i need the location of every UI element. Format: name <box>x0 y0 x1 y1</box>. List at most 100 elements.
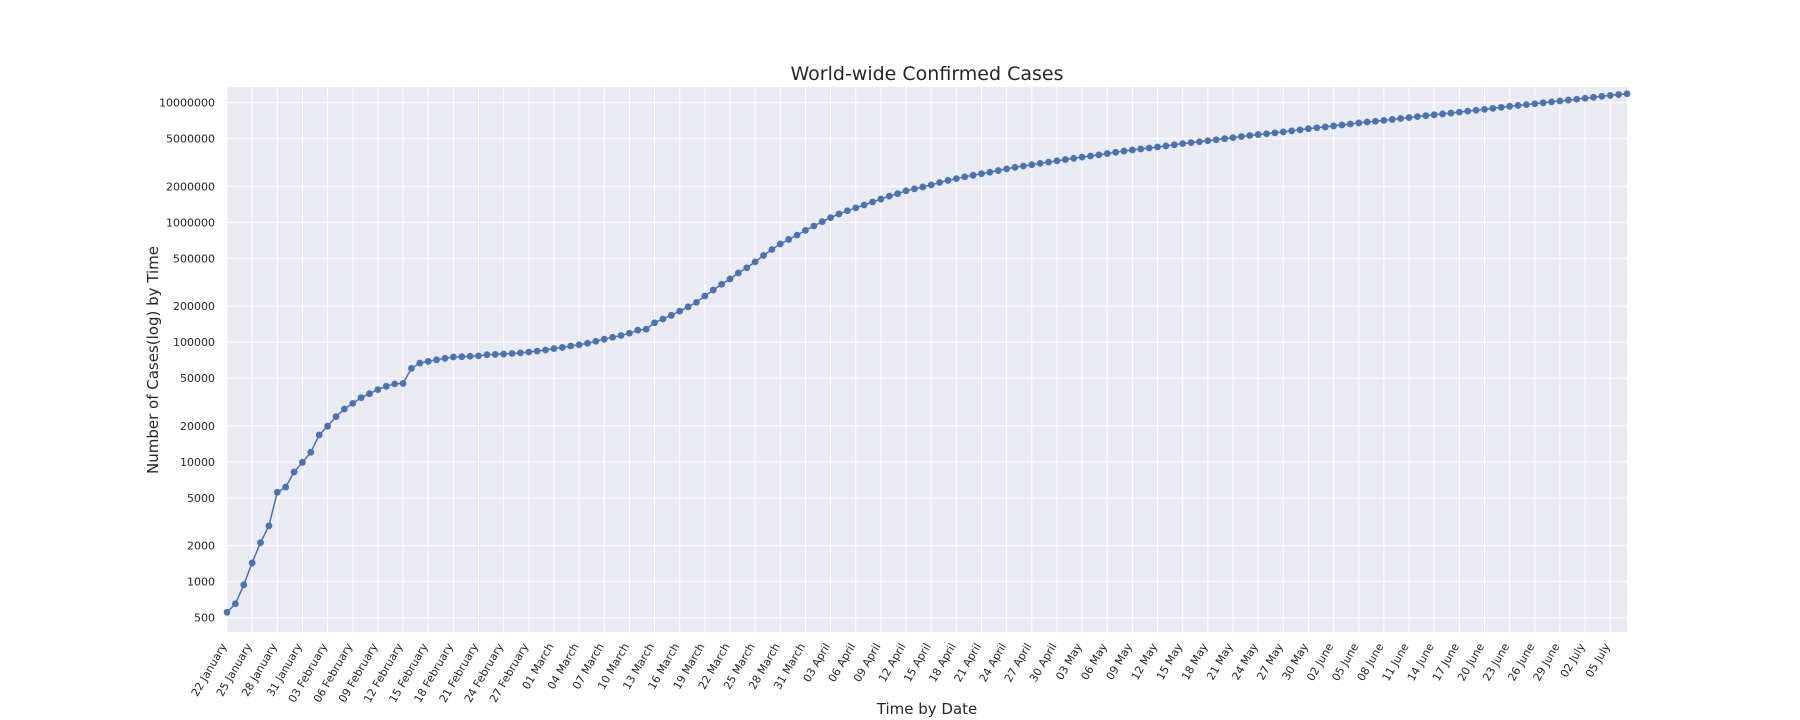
y-gridlines <box>227 102 1627 619</box>
series-point <box>600 335 608 343</box>
series-point <box>827 214 834 222</box>
series-point <box>1346 120 1354 128</box>
series-point <box>382 382 390 390</box>
series-point <box>1472 106 1480 114</box>
series-point <box>584 339 591 347</box>
y-tick-label: 200000 <box>173 300 215 313</box>
series-point <box>986 168 994 176</box>
series-point <box>299 458 306 466</box>
series-point <box>902 187 910 195</box>
y-tick-label: 10000000 <box>159 97 215 110</box>
series-point <box>433 356 440 364</box>
series-point <box>500 350 508 358</box>
series-point <box>1170 141 1178 149</box>
series-point <box>458 353 466 361</box>
series-point <box>1120 147 1128 155</box>
series-point <box>290 468 298 476</box>
series-point <box>1313 124 1321 132</box>
series-point <box>1531 100 1539 108</box>
series-point <box>1045 158 1052 166</box>
series-point <box>843 207 851 215</box>
chart-title: World-wide Confirmed Cases <box>791 63 1064 85</box>
series-point <box>1003 165 1011 173</box>
series-point <box>835 210 843 218</box>
series-point <box>659 315 667 323</box>
series-point <box>575 341 583 349</box>
series-point <box>1464 107 1472 115</box>
series-point <box>642 325 650 333</box>
series-point <box>743 264 751 272</box>
series-point <box>1430 111 1438 119</box>
series-point <box>1020 162 1027 170</box>
series-point <box>1221 135 1229 143</box>
series-point <box>1439 110 1446 118</box>
series-point <box>961 173 969 181</box>
series-point <box>1196 138 1203 146</box>
series-point <box>1028 161 1036 169</box>
y-tick-label: 5000 <box>187 492 215 505</box>
series-point <box>617 332 625 339</box>
series-point <box>424 358 432 365</box>
series-point <box>1422 112 1430 120</box>
series-point <box>718 280 726 288</box>
series-point <box>1145 144 1153 152</box>
series-point <box>810 222 818 230</box>
series-point <box>1053 157 1061 165</box>
series-point <box>1623 90 1631 98</box>
y-tick-label: 50000 <box>180 372 215 385</box>
series-point <box>466 352 474 360</box>
series-point <box>1137 145 1145 153</box>
series-point <box>667 311 675 319</box>
series-point <box>919 183 927 191</box>
series-point <box>726 275 734 283</box>
series-point <box>508 350 516 357</box>
series-point <box>1187 139 1195 147</box>
series-point <box>978 170 985 178</box>
series-point <box>1204 137 1212 145</box>
series-point <box>877 195 885 203</box>
series-point <box>592 337 600 345</box>
series-point <box>1363 118 1371 126</box>
series-point <box>1263 130 1270 138</box>
series-point <box>1103 150 1111 157</box>
series-point <box>684 303 692 311</box>
series-point <box>273 488 281 496</box>
series-point <box>852 204 860 212</box>
series-point <box>651 319 658 327</box>
x-gridlines <box>226 87 1611 632</box>
series-point <box>1288 127 1296 135</box>
y-tick-label: 2000000 <box>166 180 215 193</box>
series-point <box>357 394 365 402</box>
series-point <box>1615 91 1623 98</box>
series-point <box>1455 108 1463 116</box>
series-point <box>1380 116 1388 124</box>
series-point <box>734 269 742 277</box>
series-point <box>1405 114 1413 121</box>
series-point <box>911 185 918 193</box>
series-point <box>231 600 239 608</box>
series-point <box>701 292 709 300</box>
series-point <box>952 175 960 183</box>
series-point <box>693 298 700 306</box>
series-point <box>1212 136 1220 144</box>
series-point <box>1447 109 1455 117</box>
series-point <box>491 351 499 358</box>
series-point <box>1330 122 1337 130</box>
series-point <box>449 353 457 361</box>
series-point <box>1061 156 1069 163</box>
y-tick-label: 1000 <box>187 576 215 589</box>
series-point <box>223 608 231 616</box>
series-point <box>1078 153 1086 161</box>
series-point <box>1011 163 1019 171</box>
series-point <box>307 448 315 456</box>
series-point <box>609 333 617 341</box>
series-point <box>1305 125 1312 133</box>
series-point <box>785 236 793 243</box>
y-tick-label: 10000 <box>180 456 215 469</box>
series-point <box>408 364 415 372</box>
y-tick-label: 2000 <box>187 540 215 553</box>
series-point <box>885 192 893 200</box>
series-point <box>1271 129 1279 137</box>
series-point <box>416 359 424 367</box>
